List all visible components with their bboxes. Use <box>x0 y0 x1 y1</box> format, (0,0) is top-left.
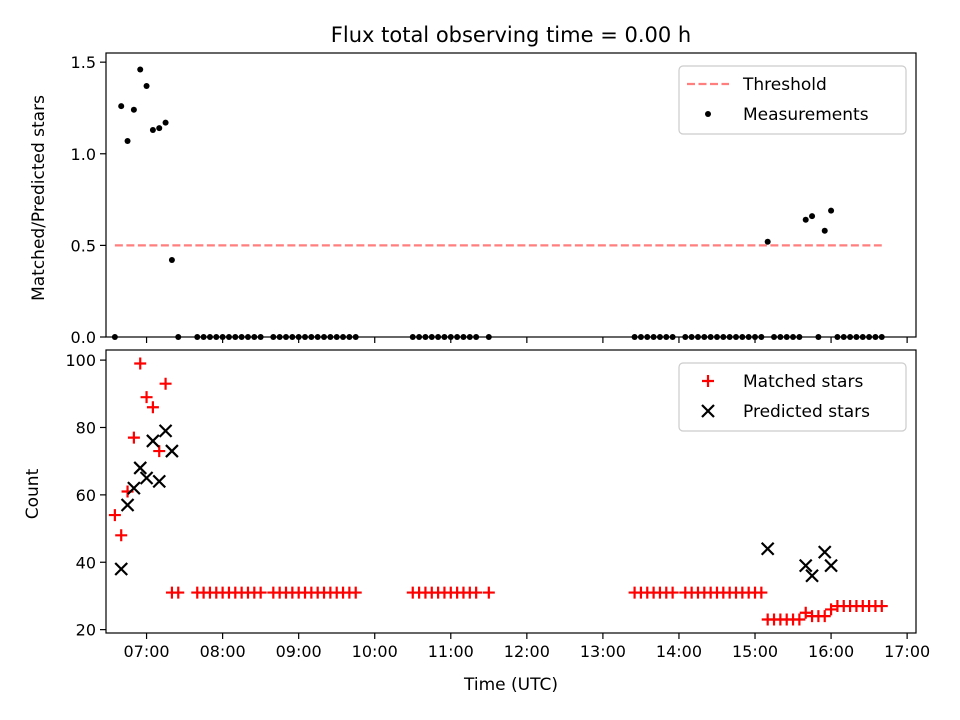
bottom-matched-stars-point <box>254 586 267 599</box>
bottom-predicted-stars-point <box>165 444 179 458</box>
bottom-matched-stars-point <box>159 377 172 390</box>
bottom-x-tick-label: 14:00 <box>656 642 702 661</box>
bottom-predicted-stars-point <box>114 562 128 576</box>
bottom-matched-stars-point <box>172 586 185 599</box>
bottom-predicted-stars-point <box>805 568 819 583</box>
top-y-tick-label: 0.5 <box>71 236 96 255</box>
bottom-x-tick-label: 15:00 <box>732 642 778 661</box>
top-measurements-point <box>162 119 169 126</box>
top-measurements-point <box>764 238 771 245</box>
bottom-x-tick-label: 12:00 <box>504 642 550 661</box>
top-legend-label: Measurements <box>743 105 869 125</box>
top-legend-box <box>678 65 907 135</box>
bottom-predicted-stars-point <box>139 471 154 485</box>
bottom-matched-stars-point <box>153 445 166 458</box>
bottom-predicted-stars-point <box>824 558 838 573</box>
bottom-x-tick-label: 17:00 <box>884 642 930 661</box>
bottom-matched-stars-point <box>134 357 147 370</box>
top-legend-measurements-swatch <box>705 111 711 117</box>
bottom-matched-stars-point <box>825 603 838 616</box>
bottom-y-tick-label: 60 <box>76 486 96 505</box>
top-measurements-point <box>156 125 163 132</box>
bottom-matched-stars-point <box>127 431 140 444</box>
top-measurements-point <box>130 106 137 113</box>
bottom-legend-label: Matched stars <box>743 372 863 392</box>
bottom-y-tick-label: 80 <box>76 418 96 437</box>
bottom-predicted-stars-point <box>152 474 167 489</box>
bottom-ylabel: Count <box>23 468 43 519</box>
top-measurements-point <box>118 103 125 110</box>
top-measurements-point <box>149 126 156 133</box>
bottom-predicted-stars-point <box>158 424 173 438</box>
bottom-panel: Count Time (UTC) 07:00 08:00 09:00 10:00 11:… <box>23 349 930 695</box>
top-y-tick-label: 1.5 <box>71 53 96 72</box>
top-measurements-point <box>168 257 175 264</box>
bottom-x-tick-label: 09:00 <box>276 642 322 661</box>
bottom-predicted-stars-point <box>146 434 160 448</box>
bottom-legend-matched-swatch <box>702 375 714 387</box>
bottom-matched-stars-point <box>875 600 888 613</box>
bottom-matched-stars-point <box>799 606 812 619</box>
bottom-predicted-stars-point <box>133 461 148 475</box>
top-measurements-point <box>137 66 144 73</box>
bottom-x-tick-label: 13:00 <box>580 642 626 661</box>
bottom-x-tick-label: 08:00 <box>200 642 246 661</box>
bottom-predicted-stars-point <box>817 545 832 559</box>
top-plot-frame <box>105 52 917 338</box>
bottom-matched-stars-point <box>140 391 153 404</box>
bottom-x-tick-label: 11:00 <box>428 642 474 661</box>
top-measurements-point <box>802 216 809 223</box>
bottom-matched-stars-point <box>470 586 483 599</box>
bottom-matched-stars-point <box>482 586 495 599</box>
bottom-matched-stars-point <box>793 613 806 626</box>
top-panel: Matched/Predicted stars 0.0 0.5 1.0 1.5 Thre… <box>29 52 917 347</box>
bottom-matched-stars-point <box>115 529 128 542</box>
top-measurements-point <box>143 82 150 89</box>
top-y-tick-label: 1.0 <box>71 145 96 164</box>
bottom-y-tick-label: 40 <box>76 553 96 572</box>
top-legend-label: Threshold <box>742 75 827 95</box>
bottom-predicted-stars-point <box>120 498 135 512</box>
bottom-legend-box <box>678 362 907 432</box>
top-measurements-point <box>821 227 828 234</box>
bottom-predicted-stars-point <box>127 481 141 495</box>
bottom-matched-stars-point <box>349 586 362 599</box>
bottom-legend-predicted-swatch <box>701 404 715 418</box>
bottom-x-tick-label: 10:00 <box>352 642 398 661</box>
bottom-matched-stars-point <box>666 586 679 599</box>
bottom-matched-stars-point <box>755 586 768 599</box>
bottom-xlabel: Time (UTC) <box>463 675 558 695</box>
bottom-x-tick-label: 07:00 <box>124 642 170 661</box>
bottom-x-tick-label: 16:00 <box>808 642 854 661</box>
bottom-predicted-stars-point <box>760 541 775 556</box>
bottom-matched-stars-point <box>108 509 121 522</box>
top-y-tick-label: 0.0 <box>71 328 96 347</box>
bottom-y-tick-label: 20 <box>76 621 96 640</box>
bottom-predicted-stars-point <box>798 558 813 573</box>
figure-title: Flux total observing time = 0.00 h <box>331 23 691 47</box>
top-measurements-point <box>809 213 816 220</box>
bottom-y-tick-label: 100 <box>65 351 96 370</box>
top-measurements-point <box>124 137 131 144</box>
top-ylabel: Matched/Predicted stars <box>29 95 49 301</box>
bottom-plot-frame <box>105 349 917 634</box>
top-measurements-point <box>828 207 835 214</box>
bottom-matched-stars-point <box>146 401 159 414</box>
bottom-legend-label: Predicted stars <box>743 402 870 422</box>
bottom-matched-stars-point <box>818 610 831 623</box>
